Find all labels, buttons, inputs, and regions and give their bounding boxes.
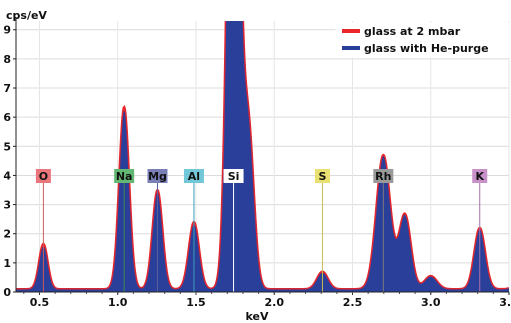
marker-label-al: Al [188,170,200,183]
marker-label-k: K [475,170,484,183]
marker-badge-s [314,169,330,183]
grid-lines [16,21,510,292]
marker-badge-mg [147,169,168,183]
legend-label-series-2: glass with He-purge [364,42,489,55]
x-axis-title: keV [246,310,269,323]
marker-label-rh: Rh [375,170,391,183]
legend-label-series-1: glass at 2 mbar [364,25,461,38]
marker-badge-si [223,169,244,183]
x-tick-label: 2.0 [264,296,284,309]
marker-badge-al [183,169,204,183]
marker-label-na: Na [116,170,133,183]
axes: 0 1 2 3 4 5 6 7 8 9 0.5 1.0 1.5 2.0 2.5 3.0 3.5 [3,17,511,309]
marker-label-o: O [39,170,48,183]
marker-badge-na [114,169,135,183]
x-tick-label: 0.5 [30,296,50,309]
series-line-1-outline [16,21,509,290]
y-tick-label: 5 [3,140,11,153]
marker-label-mg: Mg [148,170,167,183]
series-layer [16,21,509,292]
x-tick-label: 1.5 [186,296,206,309]
y-tick-label: 6 [3,111,11,124]
marker-badge-k [472,169,488,183]
y-tick-label: 1 [3,257,11,270]
marker-badge-rh [373,169,394,183]
y-tick-label: 2 [3,228,11,241]
x-tick-label: 1.0 [108,296,128,309]
marker-label-si: Si [228,170,240,183]
y-tick-label: 4 [3,169,11,182]
y-tick-label: 8 [3,53,11,66]
x-tick-label: 3.0 [421,296,441,309]
legend-box [335,22,510,58]
y-axis-title: cps/eV [6,9,47,22]
x-tick-label: 3.5 [499,296,511,309]
marker-label-s: S [318,170,326,183]
y-tick-label: 0 [3,286,11,299]
y-tick-label: 9 [3,24,11,37]
legend: glass at 2 mbar glass with He-purge [335,22,510,58]
y-tick-label: 3 [3,199,11,212]
marker-badge-o [35,169,51,183]
y-tick-label: 7 [3,82,11,95]
x-tick-label: 2.5 [343,296,363,309]
element-markers: O Na Mg Al Si S Rh K [35,169,488,292]
